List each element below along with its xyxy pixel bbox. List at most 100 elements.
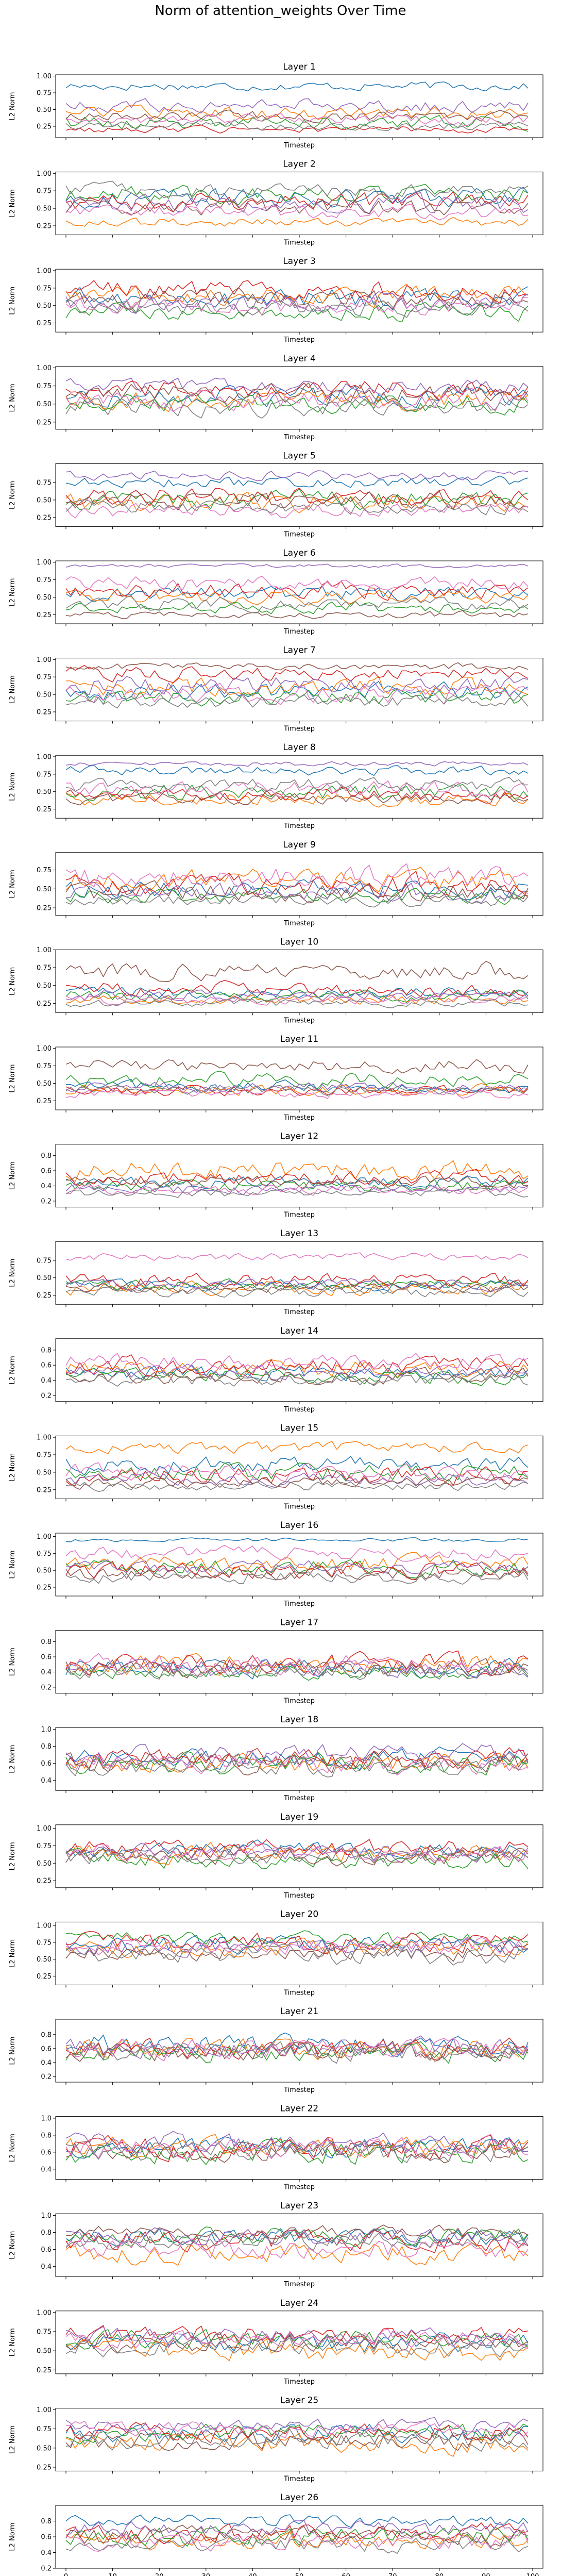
y-axis-label: L2 Norm	[9, 675, 16, 704]
panel-title: Layer 24	[280, 2298, 318, 2308]
y-tick-label: 0.50	[37, 788, 52, 796]
x-axis-label: Timestep	[283, 1600, 315, 1608]
y-tick-label: 1.00	[37, 267, 52, 275]
series-line-8	[65, 180, 529, 200]
x-axis-label: Timestep	[283, 2475, 315, 2483]
y-tick-label: 0.50	[37, 1274, 52, 1282]
y-tick-label: 0.4	[41, 1777, 52, 1785]
y-tick-label: 0.25	[37, 320, 52, 327]
y-tick-label: 1.0	[41, 2115, 52, 2122]
y-tick-label: 0.75	[37, 1550, 52, 1558]
series-line-4	[65, 124, 528, 134]
series-line-6	[65, 2332, 529, 2354]
y-axis-label: L2 Norm	[9, 1745, 16, 1773]
y-tick-label: 0.8	[41, 2518, 52, 2525]
y-tick-label: 0.4	[41, 2549, 52, 2557]
panel-title: Layer 22	[280, 2104, 318, 2114]
series-line-8	[65, 1756, 529, 1777]
series-line-8	[65, 777, 528, 792]
y-tick-label: 0.25	[37, 1098, 52, 1105]
series-line-3	[65, 784, 529, 802]
series-line-4	[65, 1085, 529, 1096]
series-line-5	[65, 882, 528, 904]
y-tick-label: 0.6	[41, 2045, 52, 2053]
y-axis-label: L2 Norm	[9, 287, 16, 315]
y-tick-label: 1.00	[37, 73, 52, 80]
series-line-8	[65, 2535, 529, 2554]
series-line-4	[65, 488, 529, 506]
series-line-3	[65, 1071, 529, 1089]
x-axis-label: Timestep	[283, 1211, 315, 1219]
series-line-8	[65, 298, 529, 318]
series-line-7	[65, 295, 528, 315]
series-line-7	[65, 2421, 529, 2439]
y-tick-label: 0.25	[37, 1292, 52, 1300]
y-tick-label: 0.6	[41, 2534, 52, 2541]
y-tick-label: 0.25	[37, 611, 52, 619]
series-line-6	[65, 1566, 529, 1581]
panel-title: Layer 9	[283, 840, 316, 850]
x-axis-label: Timestep	[283, 336, 315, 344]
series-line-4	[65, 580, 529, 601]
y-axis-label: L2 Norm	[9, 1356, 16, 1384]
y-tick-label: 0.25	[37, 222, 52, 230]
panel-title: Layer 25	[280, 2395, 318, 2405]
y-tick-label: 0.25	[37, 1877, 52, 1885]
panel-title: Layer 11	[280, 1034, 318, 1044]
series-line-3	[65, 2137, 529, 2165]
series-line-4	[65, 2422, 529, 2444]
series-line-4	[65, 1931, 529, 1954]
series-line-6	[65, 1942, 529, 1962]
panel-title: Layer 6	[283, 548, 316, 558]
panel-title: Layer 13	[280, 1228, 318, 1239]
x-axis-label: Timestep	[283, 1406, 315, 1414]
series-line-5	[65, 1743, 528, 1767]
series-line-8	[65, 694, 529, 709]
x-tick-label: 10	[108, 2573, 117, 2576]
series-line-1	[65, 385, 529, 409]
y-tick-label: 0.8	[41, 1347, 52, 1354]
y-axis-label: L2 Norm	[9, 578, 16, 606]
y-tick-label: 0.75	[37, 1452, 52, 1459]
panel-title: Layer 4	[283, 354, 316, 364]
series-line-5	[65, 1364, 529, 1381]
series-line-7	[65, 1252, 529, 1261]
series-line-1	[65, 765, 529, 776]
x-axis-label: Timestep	[283, 434, 315, 441]
series-line-1	[65, 475, 529, 488]
y-tick-label: 0.50	[37, 2348, 52, 2355]
series-line-1	[65, 81, 529, 92]
y-tick-label: 0.75	[37, 188, 52, 195]
y-tick-label: 1.00	[37, 2406, 52, 2414]
series-line-8	[65, 2140, 529, 2164]
y-tick-label: 0.8	[41, 2132, 52, 2139]
series-line-7	[65, 575, 529, 591]
series-line-7	[65, 2037, 529, 2062]
y-axis-label: L2 Norm	[9, 1648, 16, 1676]
y-axis-label: L2 Norm	[9, 2134, 16, 2162]
x-axis-label: Timestep	[283, 239, 315, 247]
series-line-6	[65, 961, 529, 982]
x-axis-label: Timestep	[283, 2378, 315, 2386]
series-line-4	[65, 871, 529, 898]
y-tick-label: 0.50	[37, 1080, 52, 1088]
series-line-3	[65, 489, 529, 510]
series-line-7	[65, 1755, 529, 1775]
series-line-8	[65, 1944, 529, 1966]
x-tick-label: 50	[295, 2573, 304, 2576]
series-line-8	[65, 2231, 529, 2251]
series-line-2	[65, 1552, 529, 1572]
plot-frame	[55, 1824, 543, 1888]
y-tick-label: 0.4	[41, 1669, 52, 1676]
y-axis-label: L2 Norm	[9, 2036, 16, 2065]
series-line-2	[65, 792, 529, 808]
y-tick-label: 0.25	[37, 806, 52, 813]
y-tick-label: 1.00	[37, 1045, 52, 1053]
y-tick-label: 0.25	[37, 419, 52, 426]
panel-title: Layer 7	[283, 645, 316, 656]
y-tick-label: 0.75	[37, 1939, 52, 1947]
panel-title: Layer 19	[280, 1812, 318, 1822]
series-line-4	[65, 1169, 529, 1187]
y-tick-label: 1.00	[37, 656, 52, 664]
